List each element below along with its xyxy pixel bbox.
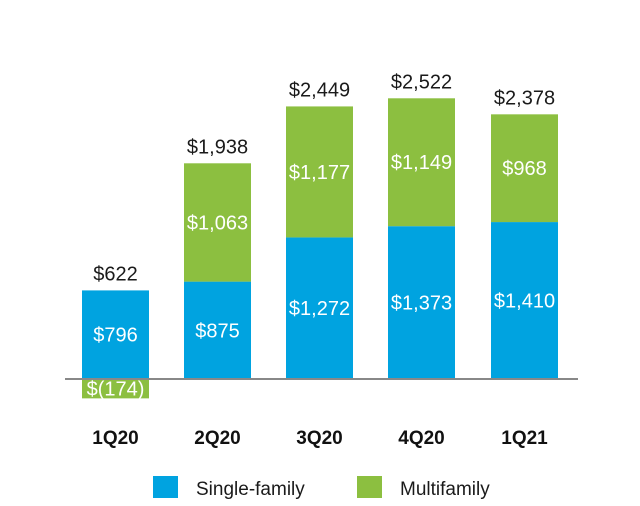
total-label-4q20: $2,522 [391, 71, 452, 93]
x-tick-label-4q20: 4Q20 [398, 428, 444, 449]
total-label-2q20: $1,938 [187, 136, 248, 158]
data-label-single-family-2q20: $875 [195, 320, 240, 342]
bar-multifamily-3q20 [286, 106, 353, 238]
legend-swatch-single-family [153, 476, 178, 498]
bar-single-family-1q20 [82, 290, 149, 379]
labels-group: $796 $(174) $622 1Q20 $875 $1,063 $1,938 2Q20 $1… [87, 71, 555, 449]
data-label-multifamily-4q20: $1,149 [391, 152, 452, 174]
bar-single-family-3q20 [286, 237, 353, 379]
legend-label-multifamily: Multifamily [400, 479, 490, 500]
bars-group [82, 98, 558, 399]
legend-label-single-family: Single-family [196, 479, 305, 500]
data-label-multifamily-1q20: $(174) [87, 379, 145, 401]
data-label-single-family-3q20: $1,272 [289, 298, 350, 320]
bar-multifamily-2q20 [184, 163, 251, 282]
bar-multifamily-4q20 [388, 98, 455, 227]
data-label-single-family-1q20: $796 [93, 325, 138, 347]
bar-single-family-4q20 [388, 226, 455, 379]
bar-single-family-1q21 [491, 222, 558, 379]
bar-single-family-2q20 [184, 281, 251, 379]
bar-multifamily-1q20 [82, 379, 149, 399]
data-label-single-family-1q21: $1,410 [494, 291, 555, 313]
legend: Single-family Multifamily [153, 476, 490, 500]
data-label-multifamily-2q20: $1,063 [187, 212, 248, 234]
x-tick-label-2q20: 2Q20 [194, 428, 240, 449]
total-label-1q21: $2,378 [494, 87, 555, 109]
total-label-1q20: $622 [93, 263, 138, 285]
legend-swatch-multifamily [357, 476, 382, 498]
x-tick-label-1q20: 1Q20 [92, 428, 138, 449]
data-label-multifamily-1q21: $968 [502, 158, 547, 180]
data-label-multifamily-3q20: $1,177 [289, 162, 350, 184]
x-tick-label-3q20: 3Q20 [296, 428, 342, 449]
x-tick-label-1q21: 1Q21 [501, 428, 548, 449]
total-label-3q20: $2,449 [289, 79, 350, 101]
data-label-single-family-4q20: $1,373 [391, 293, 452, 315]
bar-multifamily-1q21 [491, 114, 558, 223]
